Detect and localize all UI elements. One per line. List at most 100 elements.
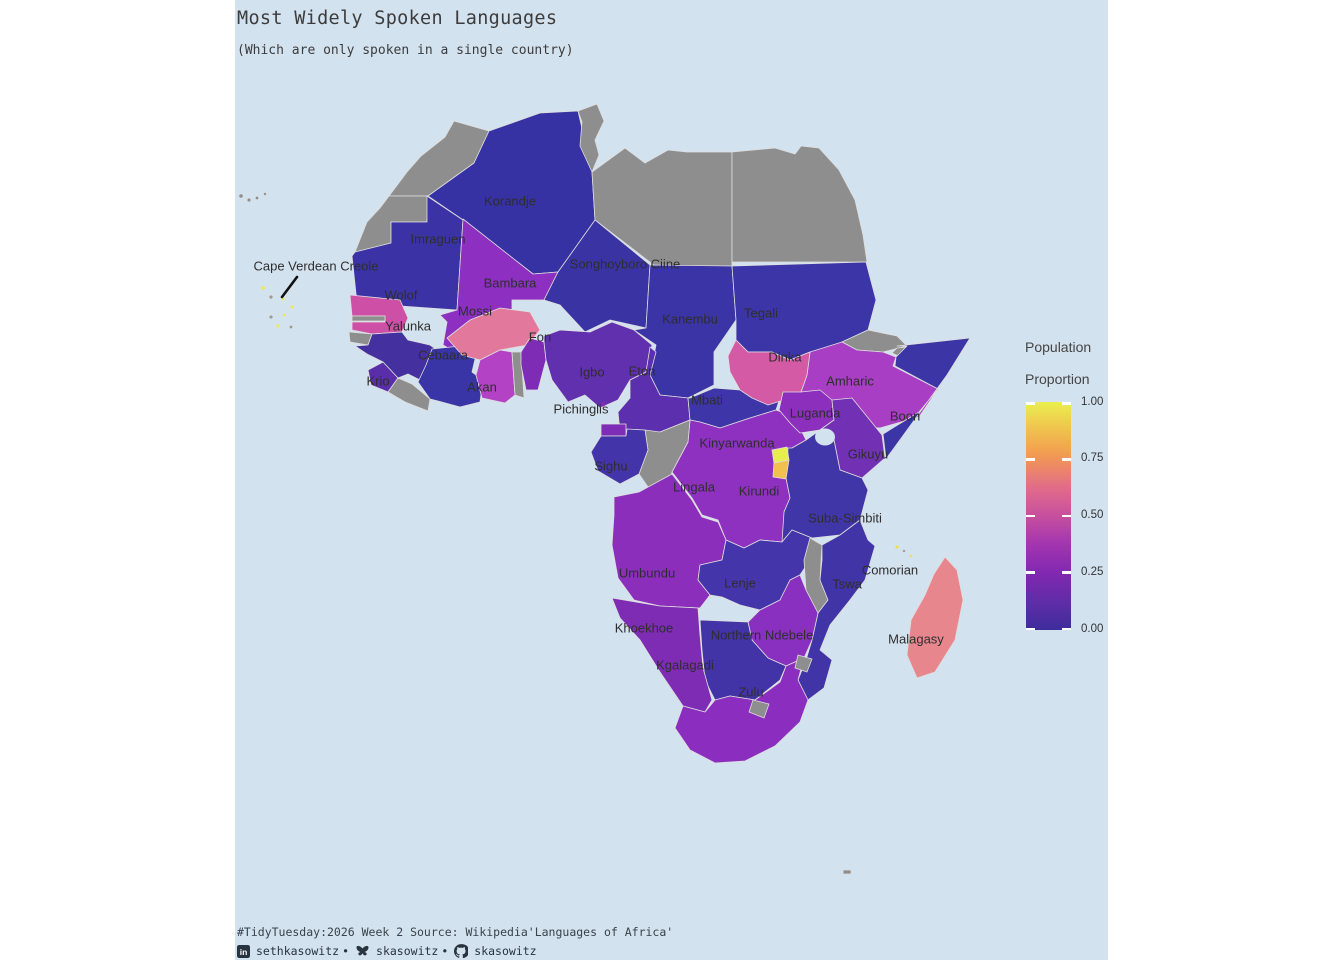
page-subtitle: (Which are only spoken in a single count…	[237, 43, 574, 58]
colorbar-tick-mark	[1026, 627, 1035, 631]
island-cape-verde	[282, 313, 286, 317]
separator-dot: •	[342, 944, 350, 958]
colorbar-tick-mark	[1062, 627, 1071, 631]
language-label-rwanda: Kinyarwanda	[699, 436, 775, 451]
bluesky-handle: skasowitz	[376, 944, 439, 958]
language-label-ethiopia: Amharic	[826, 374, 874, 389]
language-label-nigeria: Igbo	[579, 365, 604, 380]
colorbar-tick-mark	[1026, 514, 1035, 518]
language-label-guinea: Yalunka	[385, 319, 432, 334]
language-label-cape-verde: Cape Verdean Creole	[253, 259, 378, 274]
language-label-comoros: Comorian	[862, 563, 918, 578]
legend-title-line2: Proportion	[1025, 371, 1090, 387]
island-comoros	[895, 545, 900, 550]
island-cape-verde	[269, 295, 274, 300]
country-mozambique	[797, 519, 876, 701]
language-label-somalia: Boon	[890, 409, 920, 424]
bluesky-butterfly-icon	[355, 945, 370, 958]
language-label-zambia: Lenje	[724, 576, 756, 591]
africa-map: Korandje Imraguen Bambara Songhoyboro Ciine…	[238, 103, 971, 875]
legend-tick-label: 0.75	[1081, 452, 1104, 464]
svg-text:in: in	[240, 947, 248, 957]
country-ghana	[475, 349, 516, 404]
island-cape-verde	[290, 305, 295, 310]
language-label-mauritania: Imraguen	[411, 232, 466, 247]
country-south-island	[842, 869, 852, 875]
language-label-mozambique: Tswa	[832, 577, 862, 592]
language-label-south-africa: Zulu	[738, 685, 763, 700]
language-label-chad: Kanembu	[662, 312, 718, 327]
island-cape-verde	[276, 324, 281, 329]
country-south-africa	[674, 657, 809, 764]
legend-tick-label: 0.50	[1081, 509, 1104, 521]
country-namibia	[611, 597, 713, 713]
legend-title-line1: Population	[1025, 339, 1092, 355]
country-madagascar	[906, 556, 964, 679]
linkedin-handle: sethkasowitz	[256, 944, 340, 958]
language-label-sierra-leone: Krio	[366, 374, 389, 389]
country-somalia	[882, 337, 971, 460]
colorbar-tick-mark	[1062, 571, 1071, 574]
legend-tick-label: 1.00	[1081, 396, 1104, 408]
language-label-cote-divoire: Cebaara	[418, 348, 469, 363]
island-cape-verde	[260, 285, 266, 291]
language-label-madagascar: Malagasy	[888, 632, 944, 647]
country-eswatini	[794, 654, 813, 673]
country-equatorial-guinea	[600, 423, 627, 437]
map-panel: Korandje Imraguen Bambara Songhoyboro Ciine…	[235, 0, 1108, 960]
language-label-botswana: Kgalagadi	[656, 658, 714, 673]
colorbar-tick-mark	[1026, 458, 1035, 461]
language-label-algeria: Korandje	[484, 194, 536, 209]
island-cape-verde	[289, 325, 293, 329]
country-tunisia	[577, 103, 605, 173]
colorbar-tick-mark	[1062, 402, 1071, 405]
island-bioko	[600, 401, 606, 407]
language-label-namibia: Khoekhoe	[615, 621, 674, 636]
language-label-senegal: Wolof	[385, 288, 418, 303]
colorbar-tick-mark	[1062, 514, 1071, 518]
country-burundi	[772, 459, 790, 480]
island-canary-islands	[263, 192, 267, 196]
country-niger	[543, 219, 651, 333]
legend-tick-label: 0.00	[1081, 623, 1104, 635]
legend-colorbar	[1026, 402, 1071, 631]
island-comoros	[909, 554, 913, 558]
country-gambia	[351, 315, 386, 322]
island-canary-islands	[255, 196, 259, 200]
language-label-gabon: Sighu	[594, 459, 627, 474]
language-label-south-sudan: Dinka	[768, 350, 802, 365]
country-libya	[591, 147, 733, 267]
language-label-mali: Bambara	[484, 276, 538, 291]
lake-victoria	[815, 428, 835, 446]
github-icon	[454, 944, 469, 958]
page-title: Most Widely Spoken Languages	[237, 8, 558, 29]
language-label-kenya: Gikuyu	[848, 447, 888, 462]
island-canary-islands	[238, 193, 244, 199]
country-burkina-faso	[446, 307, 541, 361]
social-row: in sethkasowitz • skasowitz • skasowitz	[237, 943, 537, 959]
language-label-zimbabwe: Northern Ndebele	[711, 628, 814, 643]
island-cape-verde	[269, 315, 274, 320]
language-label-tanzania: Suba-Simbiti	[808, 511, 882, 526]
separator-dot: •	[441, 944, 449, 958]
country-gabon	[590, 428, 649, 485]
country-nigeria	[543, 321, 653, 409]
language-label-equatorial-guinea: Pichinglis	[554, 402, 609, 417]
language-label-uganda: Luganda	[790, 406, 841, 421]
island-canary-islands	[246, 197, 251, 202]
country-egypt	[731, 145, 868, 263]
island-comoros	[902, 549, 906, 553]
language-label-angola: Umbundu	[619, 566, 675, 581]
colorbar-tick-mark	[1026, 402, 1035, 405]
language-label-burundi: Kirundi	[739, 484, 780, 499]
colorbar-tick-mark	[1026, 571, 1035, 574]
language-label-ghana: Akan	[467, 380, 497, 395]
colorbar-tick-mark	[1062, 458, 1071, 461]
country-lesotho	[748, 699, 770, 719]
github-handle: skasowitz	[474, 944, 537, 958]
language-label-cameroon: Eton	[629, 364, 656, 379]
country-benin	[520, 337, 547, 391]
language-label-niger: Songhoyboro Ciine	[570, 257, 681, 272]
language-label-drc: Lingala	[673, 480, 716, 495]
